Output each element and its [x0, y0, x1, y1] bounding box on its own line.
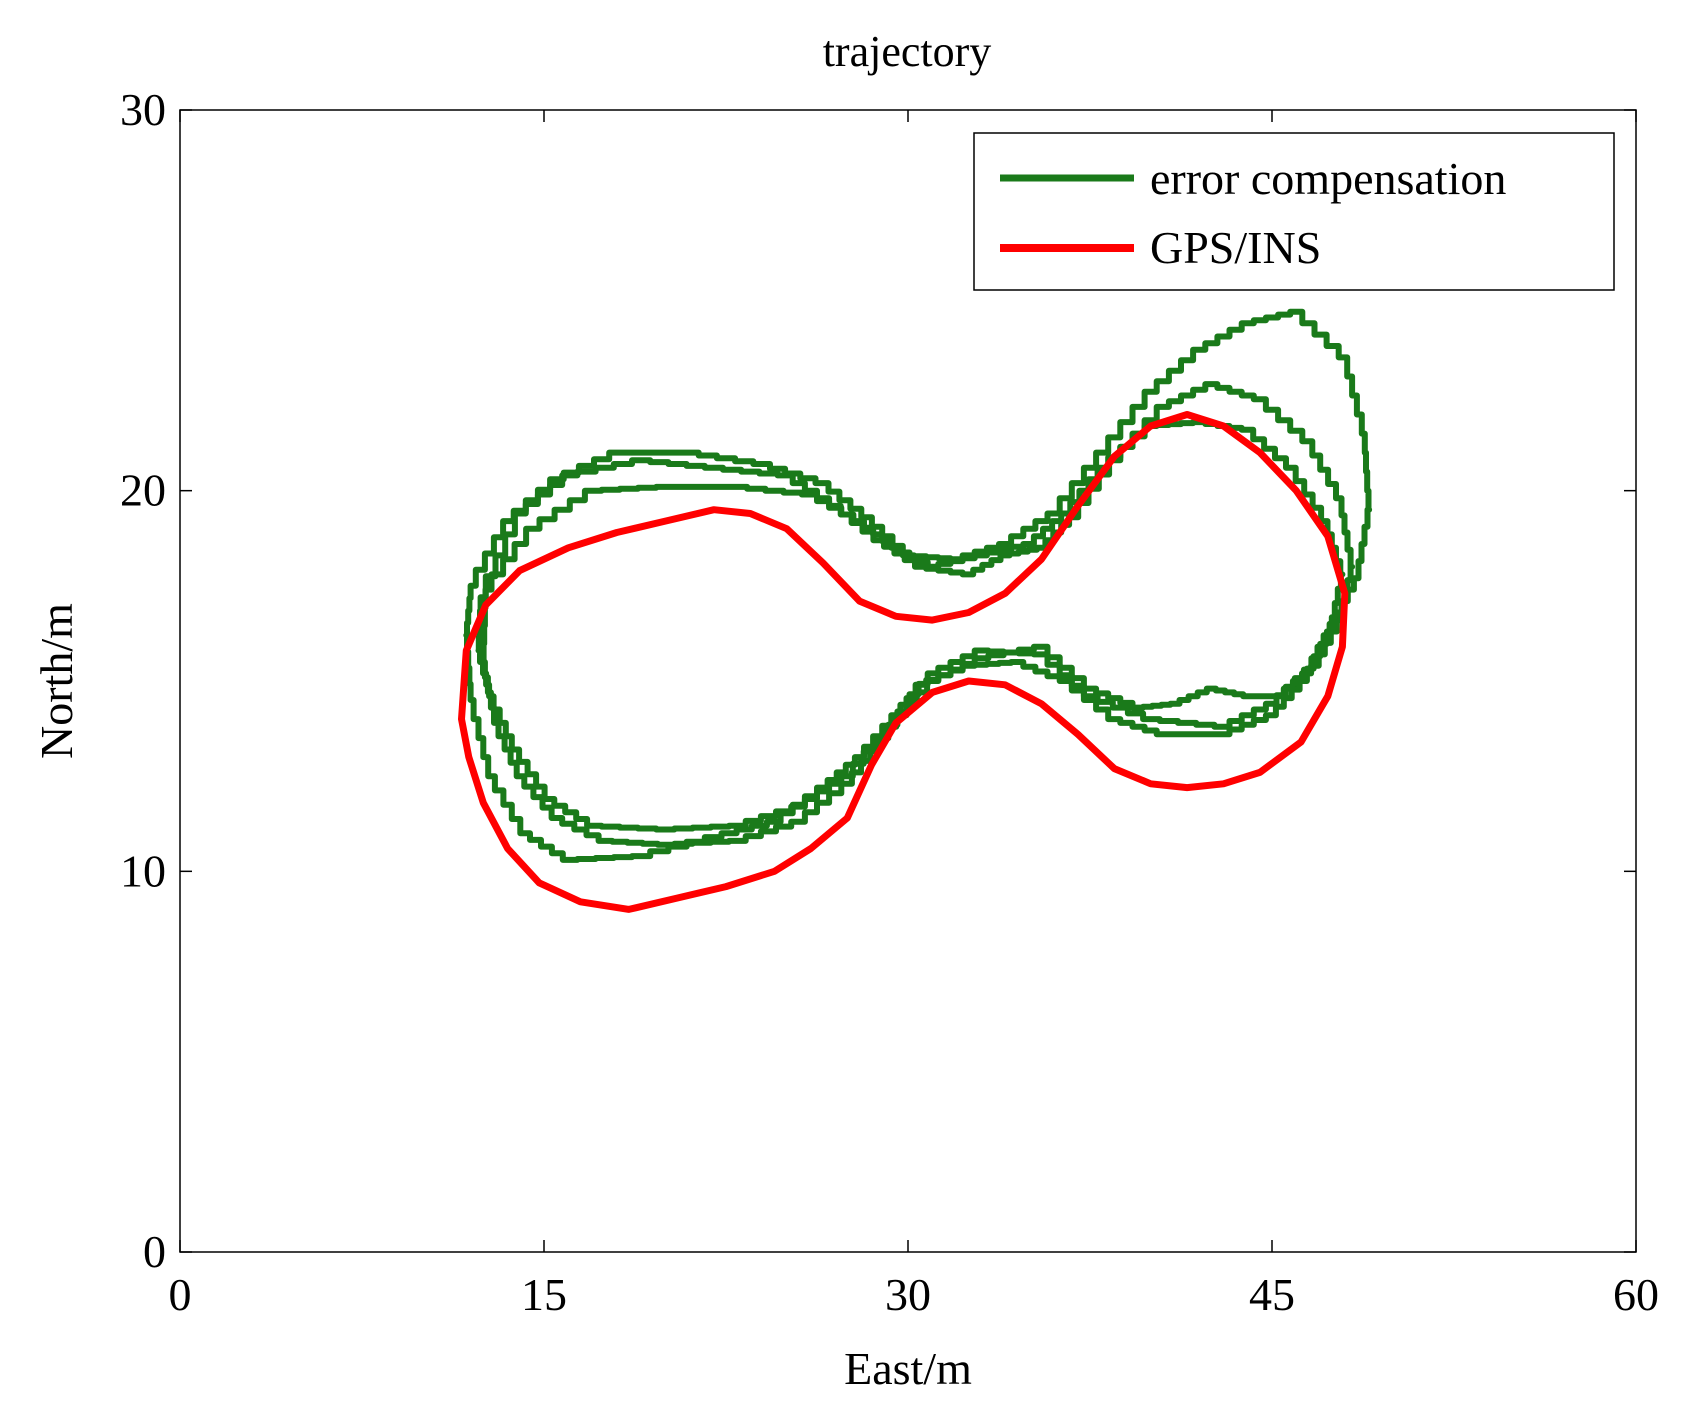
chart-title: trajectory — [823, 27, 992, 76]
x-tick-label: 0 — [169, 1269, 192, 1320]
plot-series-layer — [458, 308, 1373, 913]
x-tick-label: 60 — [1613, 1269, 1659, 1320]
legend: error compensation GPS/INS — [973, 132, 1615, 291]
axis-ticks — [179, 109, 1637, 1253]
series-error-compensation-lap-3 — [480, 419, 1346, 848]
y-tick-label: 30 — [120, 84, 166, 135]
series-gps-ins — [458, 411, 1349, 913]
y-tick-label: 10 — [120, 845, 166, 896]
legend-box — [973, 132, 1615, 291]
y-tick-label: 20 — [120, 465, 166, 516]
x-tick-labels: 0 15 30 45 60 — [169, 1269, 1660, 1320]
legend-label-gps-ins: GPS/INS — [1150, 222, 1321, 273]
x-tick-label: 30 — [885, 1269, 931, 1320]
x-tick-label: 45 — [1249, 1269, 1295, 1320]
x-axis-label: East/m — [844, 1343, 972, 1394]
y-tick-labels: 0 10 20 30 — [120, 84, 166, 1277]
y-axis-label: North/m — [31, 603, 82, 759]
legend-label-error-compensation: error compensation — [1150, 153, 1506, 204]
x-tick-label: 15 — [521, 1269, 567, 1320]
y-tick-label: 0 — [143, 1226, 166, 1277]
